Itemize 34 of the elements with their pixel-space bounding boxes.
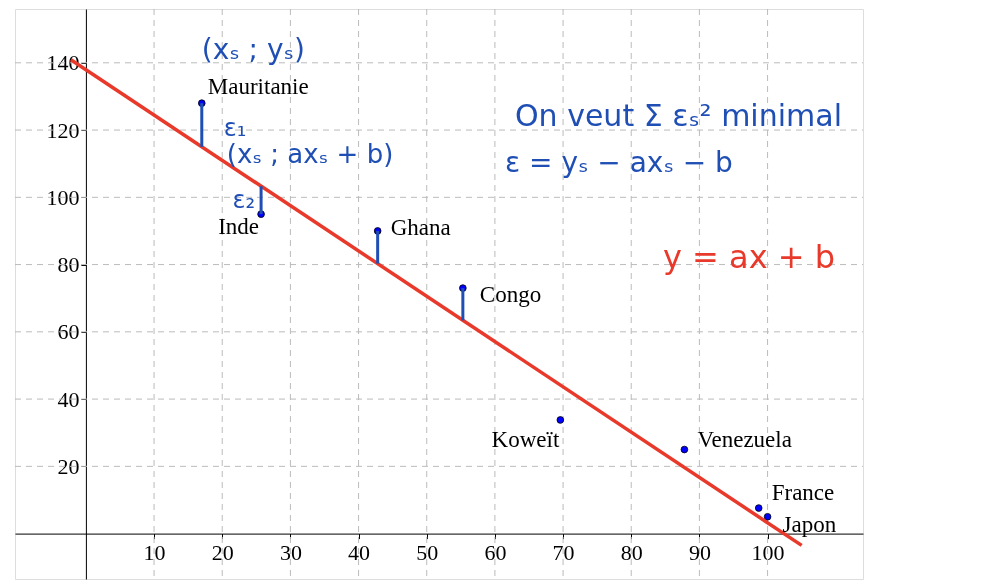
annotation: Inde <box>218 214 260 240</box>
point <box>680 445 689 454</box>
point <box>754 504 763 512</box>
y-tick-label: 80 <box>57 252 80 278</box>
x-tick-label: 10 <box>143 540 166 566</box>
annotation: France <box>771 480 835 506</box>
text: y = ax + b <box>663 237 836 276</box>
annotation: Japon <box>782 511 837 537</box>
point <box>556 416 565 424</box>
point <box>763 513 772 521</box>
x-tick-label: 70 <box>552 540 575 566</box>
x-tick-label: 80 <box>620 540 643 566</box>
x-tick-label: 20 <box>211 540 234 566</box>
y-tick-label: 100 <box>46 184 80 210</box>
x-tick-label: 60 <box>484 540 507 566</box>
x-tick-label: 100 <box>751 540 785 566</box>
annotation: Ghana <box>390 214 451 240</box>
annotation: (xₛ ; yₛ) <box>201 33 305 67</box>
annotation: Venezuela <box>697 426 792 452</box>
y-tick-label: 20 <box>57 453 80 479</box>
annotation: Koweït <box>491 426 560 452</box>
annotation: On veut Σ εₛ² minimal <box>515 97 842 133</box>
x-tick-label: 90 <box>688 540 711 566</box>
y-tick-label: 60 <box>57 319 80 345</box>
x-tick-label: 30 <box>279 540 302 566</box>
annotation: ε₂ <box>232 185 256 214</box>
y-tick-label: 140 <box>46 50 80 76</box>
annotation: Congo <box>479 282 542 308</box>
x-tick-label: 50 <box>416 540 439 566</box>
y-tick-label: 120 <box>46 117 80 143</box>
annotation: Mauritanie <box>207 74 309 100</box>
x-tick-label: 40 <box>348 540 371 566</box>
annotation: ε = yₛ − axₛ − b <box>505 145 733 179</box>
y-tick-label: 40 <box>57 386 80 412</box>
